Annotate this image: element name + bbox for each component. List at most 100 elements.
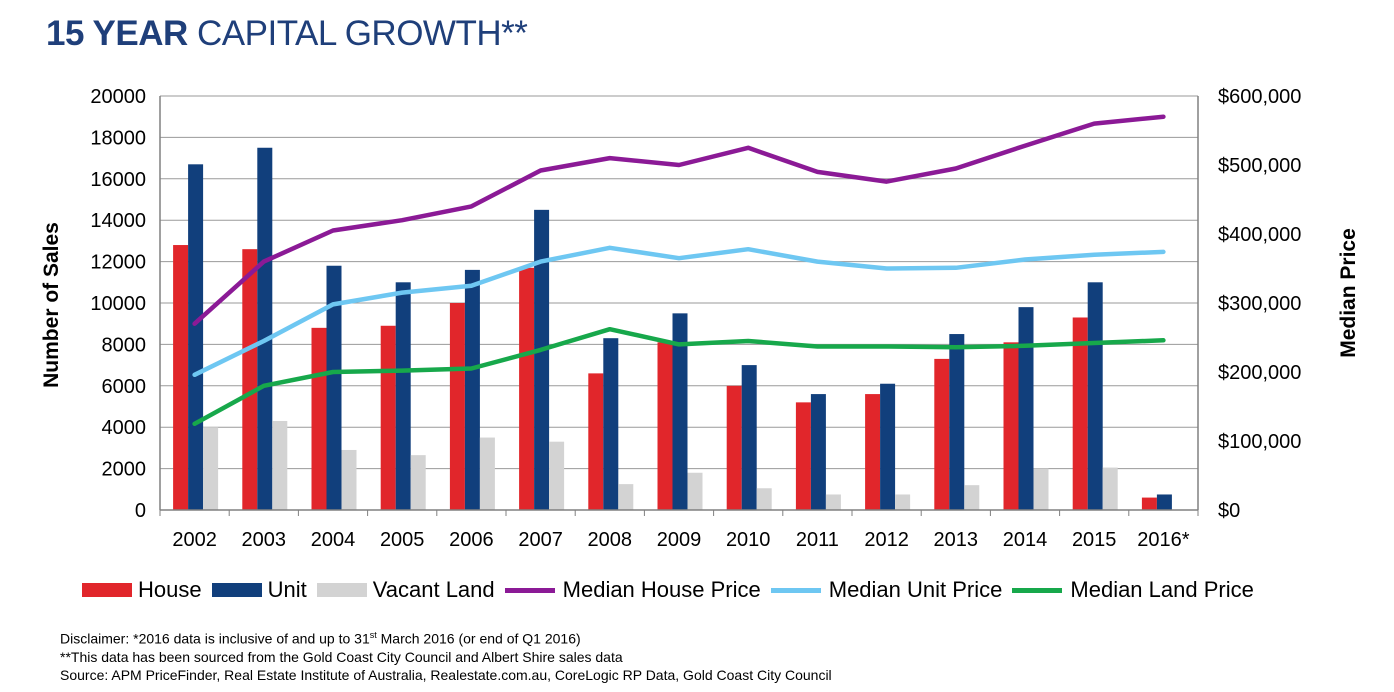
bar-house [173, 245, 189, 511]
legend-label-median-land-price: Median Land Price [1070, 577, 1254, 602]
legend-item-unit[interactable]: Unit [211, 577, 307, 603]
bar-house [795, 402, 811, 510]
legend-swatch-unit [211, 583, 262, 597]
legend-label-vacant-land: Vacant Land [372, 577, 495, 602]
bar-unit [326, 265, 342, 510]
x-tick-label: 2005 [380, 529, 425, 551]
x-tick-label: 2003 [242, 529, 287, 551]
legend: House Unit Vacant Land Median House Pric… [82, 574, 1264, 606]
bar-vacant-land [272, 420, 288, 510]
x-tick-label: 2006 [449, 529, 494, 551]
disclaimer-line-2: **This data has been sourced from the Go… [60, 648, 623, 665]
y-tick-label-right: $200,000 [1218, 362, 1301, 384]
chart-area: 2000018000160001400012000100008000600040… [40, 86, 1360, 551]
disclaimer-line-1-pre: Disclaimer: *2016 data is inclusive of a… [60, 630, 370, 647]
legend-swatch-house [82, 583, 132, 597]
y-axis-left-title: Number of Sales [40, 222, 63, 388]
y-tick-label-left: 0 [135, 500, 146, 522]
y-tick-label-left: 6000 [102, 376, 147, 398]
bar-vacant-land [825, 494, 841, 510]
legend-item-vacant-land[interactable]: Vacant Land [316, 577, 495, 603]
disclaimer-line-1-sup: st [369, 630, 377, 640]
bar-vacant-land [756, 488, 772, 510]
y-tick-label-right: $500,000 [1218, 155, 1301, 177]
bar-unit [257, 147, 273, 510]
bar-house [1072, 317, 1088, 510]
y-tick-label-right: $300,000 [1218, 293, 1301, 315]
x-tick-label: 2009 [657, 529, 702, 551]
disclaimer-line-1-post: March 2016 (or end of Q1 2016) [376, 630, 581, 647]
axes-group [159, 96, 1199, 516]
legend-label-house: House [138, 577, 202, 602]
bar-vacant-land [203, 427, 219, 510]
bar-vacant-land [410, 455, 426, 510]
bar-unit [672, 313, 688, 510]
legend-item-median-unit-price[interactable]: Median Unit Price [770, 577, 1003, 603]
bar-vacant-land [1102, 467, 1118, 510]
legend-item-median-house-price[interactable]: Median House Price [504, 577, 761, 603]
bar-house [726, 385, 742, 510]
bar-vacant-land [341, 449, 357, 510]
legend-label-median-unit-price: Median Unit Price [828, 577, 1003, 602]
bar-unit [464, 269, 480, 510]
y-tick-label-left: 16000 [90, 169, 146, 191]
x-tick-label: 2013 [934, 529, 979, 551]
bar-house [657, 342, 673, 510]
y-tick-label-left: 8000 [102, 334, 147, 356]
x-tick-label: 2015 [1072, 529, 1117, 551]
y-tick-label-right: $400,000 [1218, 224, 1301, 246]
bar-house [1003, 342, 1019, 510]
bar-unit [741, 365, 757, 510]
y-tick-label-right: $0 [1218, 500, 1240, 522]
line-median-house-price [192, 114, 1166, 326]
bar-unit [1156, 494, 1172, 510]
legend-label-unit: Unit [267, 577, 307, 602]
chart-title-bold: 15 YEAR [46, 14, 188, 53]
bar-unit [949, 334, 965, 510]
y-tick-label-right: $600,000 [1218, 86, 1301, 108]
bar-house [865, 394, 881, 510]
x-tick-label: 2007 [518, 529, 563, 551]
y-tick-label-left: 10000 [90, 293, 146, 315]
x-tick-label: 2010 [726, 529, 771, 551]
bar-house [1141, 497, 1157, 510]
y-tick-label-left: 4000 [102, 417, 147, 439]
y-tick-label-left: 14000 [90, 210, 146, 232]
x-tick-label: 2016* [1137, 529, 1189, 551]
bar-unit [810, 394, 826, 510]
bar-vacant-land [479, 437, 495, 510]
line-median-land-price [192, 326, 1166, 427]
x-tick-label: 2002 [172, 529, 217, 551]
lines-group [192, 114, 1166, 427]
bar-house [519, 267, 535, 510]
legend-swatch-median-land-price [1012, 587, 1063, 593]
bar-house [242, 249, 258, 510]
y-tick-label-left: 20000 [90, 86, 146, 108]
bar-house [380, 325, 396, 510]
y-tick-label-right: $100,000 [1218, 431, 1301, 453]
bar-unit [534, 209, 550, 510]
y-tick-label-left: 18000 [90, 127, 146, 149]
bars-group [173, 147, 1172, 511]
disclaimer-line-3: Source: APM PriceFinder, Real Estate Ins… [60, 666, 832, 683]
bar-unit [1087, 282, 1103, 510]
legend-item-house[interactable]: House [82, 577, 202, 603]
legend-label-median-house-price: Median House Price [562, 577, 761, 602]
x-tick-label: 2014 [1003, 529, 1048, 551]
legend-swatch-median-house-price [504, 587, 555, 593]
bar-house [588, 373, 604, 510]
bar-vacant-land [618, 484, 634, 510]
bar-vacant-land [687, 472, 703, 510]
bar-vacant-land [1033, 468, 1049, 510]
chart-title-rest: CAPITAL GROWTH** [197, 14, 528, 53]
disclaimer-line-1: Disclaimer: *2016 data is inclusive of a… [60, 626, 832, 648]
bar-vacant-land [895, 494, 911, 510]
bar-house [311, 327, 327, 510]
bar-house [449, 303, 465, 510]
legend-item-median-land-price[interactable]: Median Land Price [1012, 577, 1254, 603]
line-median-unit-price [192, 245, 1166, 378]
bar-unit [880, 383, 896, 510]
y-axis-right-title: Median Price [1337, 228, 1360, 358]
tick-labels-group: 2000018000160001400012000100008000600040… [90, 86, 1301, 551]
x-tick-label: 2008 [588, 529, 633, 551]
